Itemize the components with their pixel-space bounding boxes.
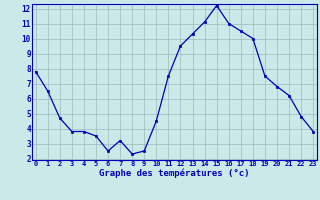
- X-axis label: Graphe des températures (°c): Graphe des températures (°c): [99, 168, 250, 178]
